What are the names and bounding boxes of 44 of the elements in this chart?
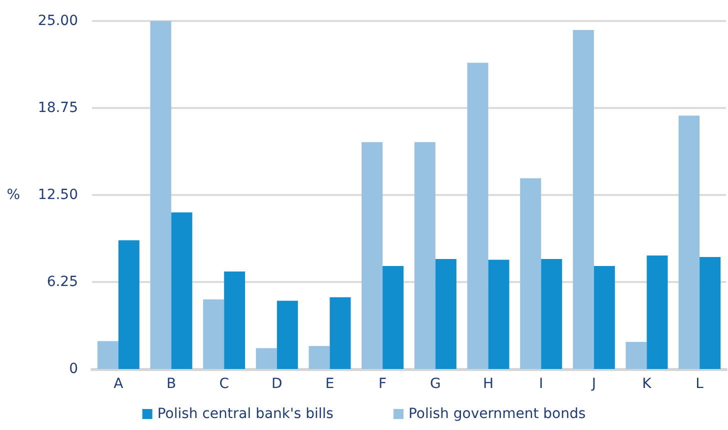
bar bbox=[594, 266, 615, 369]
y-tick-label: 6.25 bbox=[46, 274, 78, 290]
bar bbox=[171, 212, 192, 369]
x-tick-label: J bbox=[590, 376, 596, 392]
bar bbox=[572, 30, 594, 369]
bar bbox=[276, 300, 298, 369]
legend-label: Polish central bank's bills bbox=[157, 406, 334, 422]
x-tick-label: F bbox=[378, 376, 387, 392]
y-axis-title: % bbox=[6, 187, 20, 203]
bar bbox=[150, 21, 172, 369]
bar bbox=[308, 346, 330, 369]
bar bbox=[256, 348, 277, 369]
bar bbox=[541, 259, 562, 369]
bar bbox=[520, 178, 542, 369]
legend-label: Polish government bonds bbox=[408, 406, 586, 422]
bar bbox=[203, 299, 224, 369]
bar bbox=[382, 266, 404, 369]
bar bbox=[97, 341, 118, 369]
bar bbox=[224, 272, 246, 369]
y-tick-label: 18.75 bbox=[38, 100, 78, 116]
x-tick-label: C bbox=[219, 376, 230, 392]
x-tick-label: E bbox=[325, 376, 334, 392]
y-tick-label: 0 bbox=[69, 361, 78, 377]
bar bbox=[118, 240, 140, 369]
bar bbox=[626, 342, 647, 369]
bar bbox=[700, 256, 721, 369]
y-tick-label: 25.00 bbox=[38, 13, 78, 29]
bar bbox=[646, 256, 668, 369]
x-tick-label: K bbox=[642, 376, 652, 392]
bar bbox=[414, 142, 436, 369]
x-tick-label: D bbox=[272, 376, 282, 392]
bar bbox=[678, 116, 700, 369]
bar bbox=[435, 259, 456, 369]
x-tick-label: I bbox=[539, 376, 544, 392]
x-tick-label: G bbox=[430, 376, 441, 392]
bar bbox=[488, 260, 510, 369]
x-tick-label: A bbox=[114, 376, 124, 392]
x-tick-label: L bbox=[696, 376, 704, 392]
bar bbox=[330, 297, 351, 369]
x-tick-label: B bbox=[166, 376, 176, 392]
x-tick-label: H bbox=[482, 376, 494, 392]
y-tick-label: 12.50 bbox=[38, 187, 78, 203]
bar bbox=[467, 62, 488, 369]
bar bbox=[362, 142, 383, 369]
